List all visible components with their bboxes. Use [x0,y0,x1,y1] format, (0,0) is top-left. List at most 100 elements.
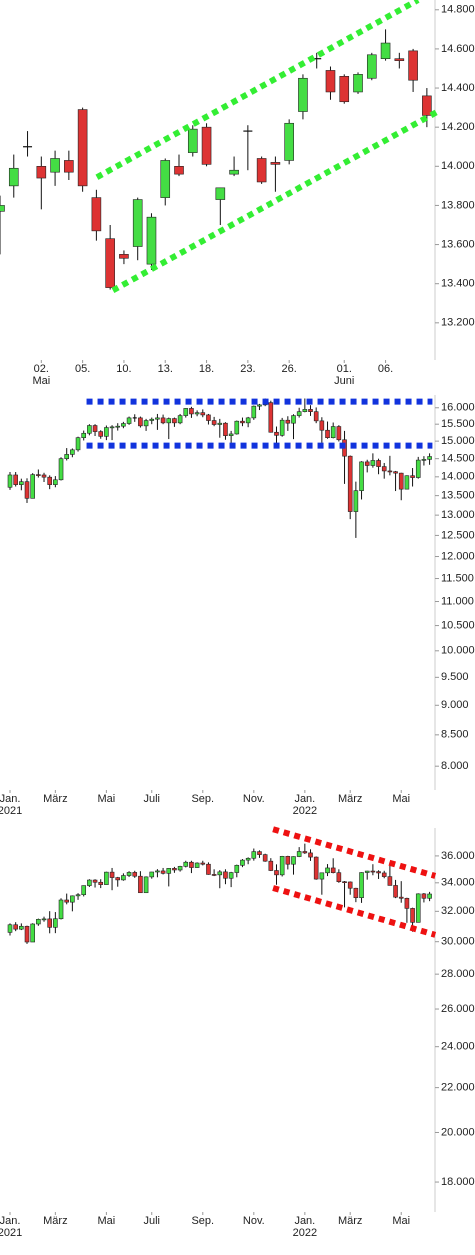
candle-body [109,871,115,878]
candle-body [330,426,336,439]
candle-body [387,876,393,886]
y-tick-label: 13.500 [441,490,475,502]
candle-body [75,437,81,451]
candle-body [64,454,69,459]
x-tick-label: Jan. [0,1215,20,1227]
y-tick-label: 14.500 [441,453,475,465]
candle-body [393,471,398,474]
candle-body [364,870,370,873]
candle-body [64,899,69,903]
y-tick-label: 13.200 [441,317,475,329]
candle-body [105,238,115,288]
y-tick-label: 20.000 [441,1126,475,1138]
candle-body [92,879,98,883]
candle-body [172,868,177,871]
candle-body [58,899,64,920]
candle-body [381,872,387,877]
candle-body [359,872,364,899]
candle-body [245,417,251,424]
candle-body [138,417,143,427]
candle-body [364,461,370,466]
candle-body [330,867,336,873]
y-tick-label: 10.500 [441,619,475,631]
y-tick-label: 12.000 [441,550,475,562]
candle-body [359,461,364,491]
x-tick-label: Nov. [243,1215,265,1227]
candle-body [217,871,223,876]
candle-body [353,74,363,93]
x-tick-sublabel: Juni [334,375,354,387]
candle-body [146,216,157,265]
y-tick-label: 8.000 [441,760,469,772]
candle-body [121,423,126,427]
candle-body [87,879,92,886]
y-tick-label: 34.000 [441,877,475,889]
candle-body [0,205,5,212]
candle-body [302,851,308,854]
candle-body [336,426,342,441]
y-tick-label: 24.000 [441,1041,475,1053]
y-tick-label: 13.800 [441,199,475,211]
candle-body [308,409,313,412]
candle-body [160,870,166,874]
candle-body [53,918,58,928]
candle-body [319,420,325,431]
y-tick-label: 14.400 [441,82,475,94]
x-tick-label: 13. [158,363,173,375]
candle-body [194,412,200,415]
y-tick-label: 22.000 [441,1082,475,1094]
y-tick-label: 14.600 [441,43,475,55]
trend-line [95,0,420,180]
candle-body [75,894,81,897]
candle-body [217,422,223,425]
candle-body [92,425,98,432]
y-tick-label: 14.800 [441,4,475,16]
candle-body [370,870,376,873]
candle-body [138,875,143,894]
candle-body [47,476,52,485]
candle-body [404,475,410,490]
candle-body [160,160,171,198]
candle-body [177,866,183,871]
candle-body [256,158,267,183]
candle-body [285,856,291,865]
x-tick-sublabel: Mai [32,375,50,387]
candle-body [313,856,319,880]
candle-body [160,417,166,424]
candle-body [410,908,415,923]
candle-body [427,456,432,460]
candle-body [132,872,138,877]
candle-body [126,872,132,876]
candle-body [143,876,149,894]
candle-body [211,420,217,425]
candle-body [279,419,285,436]
candle-body [189,861,194,868]
y-tick-label: 14.000 [441,160,475,172]
candle-body [240,859,245,866]
y-tick-label: 11.500 [441,572,474,584]
y-tick-label: 15.500 [441,418,475,430]
candle-body [41,918,47,921]
candle-body [70,449,75,455]
candle-body [410,475,415,478]
candle-body [211,874,217,876]
candle-body [30,923,35,943]
candle-body [298,77,308,112]
candle-body [421,893,427,899]
candle-body [7,474,13,488]
x-tick-label: 23. [240,363,255,375]
candle-body [257,404,262,407]
x-tick-label: Sep. [191,793,214,805]
candle-body [87,425,92,434]
candle-body [194,862,200,868]
candle-body [36,166,47,179]
candle-body [36,919,41,925]
y-tick-label: 14.000 [441,471,475,483]
candle-body [206,414,211,421]
candle-body [7,924,13,933]
candle-body [296,851,302,857]
candle-body [415,893,421,923]
candle-body [398,472,404,490]
candle-body [285,419,291,424]
candle-body [296,411,302,416]
